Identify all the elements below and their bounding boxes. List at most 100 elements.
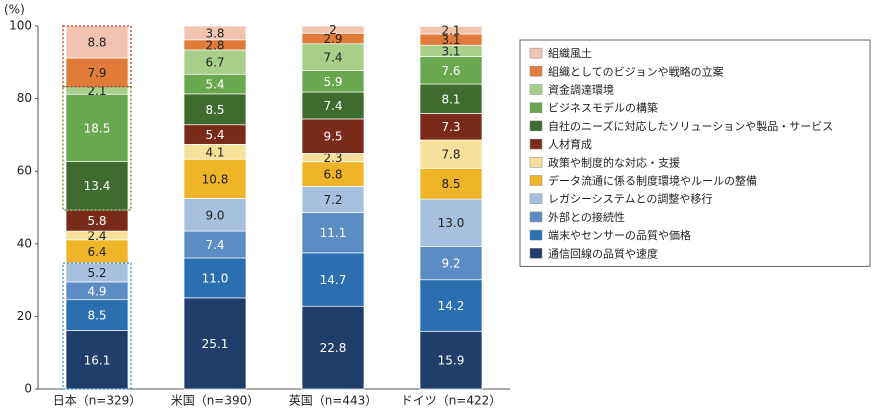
x-tick-label: 日本（n=329） [53, 394, 142, 408]
value-label: 14.2 [438, 299, 465, 313]
legend-swatch [529, 47, 543, 59]
y-axis-label: (%) [4, 3, 25, 17]
value-label: 5.4 [205, 128, 224, 142]
legend-label: 外部との接続性 [548, 210, 625, 224]
value-label: 13.4 [84, 179, 111, 193]
value-label: 4.1 [205, 145, 224, 159]
value-label: 2.1 [87, 84, 106, 98]
value-label: 7.3 [441, 120, 460, 134]
legend-label: 組織としてのビジョンや戦略の立案 [548, 64, 724, 78]
bar-segment [419, 245, 483, 281]
value-label: 9.0 [205, 208, 224, 222]
bar-segment [183, 230, 247, 259]
bar-segment [183, 25, 247, 41]
legend-swatch [529, 193, 543, 204]
value-label: 25.1 [202, 337, 229, 351]
bar-segment [419, 279, 483, 332]
y-tick-label: 0 [24, 382, 32, 396]
bar-segment [301, 91, 365, 120]
value-label: 4.9 [87, 284, 106, 298]
value-label: 7.9 [87, 66, 106, 80]
legend-swatch [529, 138, 543, 150]
legend-label: 組織風土 [548, 47, 592, 60]
bar-segment [419, 56, 483, 85]
value-label: 2 [329, 23, 337, 37]
legend-swatch [529, 157, 543, 168]
legend-swatch [529, 84, 543, 95]
bar-segment [419, 167, 483, 200]
value-label: 8.1 [441, 92, 460, 106]
value-label: 22.8 [320, 341, 347, 355]
value-label: 5.9 [323, 75, 342, 89]
value-label: 15.9 [438, 354, 465, 368]
value-label: 5.8 [87, 214, 106, 228]
value-label: 3.8 [205, 26, 224, 40]
value-label: 10.8 [202, 172, 229, 186]
value-label: 2.3 [323, 151, 342, 165]
bar-segment [301, 161, 365, 187]
value-label: 11.0 [202, 271, 229, 285]
bar-segment [183, 257, 247, 299]
value-label: 7.6 [441, 64, 460, 78]
value-label: 7.2 [323, 193, 342, 207]
x-tick-label: ドイツ（n=422） [401, 394, 502, 408]
bar-segment [183, 297, 247, 390]
legend-label: 資金調達環境 [548, 83, 614, 97]
bar-segment [419, 83, 483, 114]
highlight-box [62, 85, 132, 211]
bar-segment [183, 198, 247, 232]
bar-segment [65, 25, 129, 59]
value-label: 9.5 [323, 130, 342, 144]
value-label: 18.5 [84, 121, 111, 135]
legend-label: 通信回線の品質や速度 [548, 246, 658, 260]
highlight-box [62, 262, 132, 390]
bar-segment [419, 198, 483, 247]
legend-swatch [529, 248, 543, 259]
bar-segment [419, 26, 483, 35]
legend-label: 人材育成 [548, 137, 592, 151]
legend-swatch [529, 120, 543, 132]
bar-segment [301, 305, 365, 390]
y-tick-label: 40 [17, 236, 32, 250]
value-label: 13.0 [438, 216, 465, 230]
value-label: 2.4 [87, 229, 106, 243]
value-label: 5.2 [87, 266, 106, 280]
legend-box [519, 39, 871, 267]
legend-label: 政策や制度的な対応・支援 [548, 155, 680, 169]
value-label: 11.1 [320, 226, 347, 240]
legend-label: レガシーシステムとの調整や移行 [548, 192, 712, 206]
value-label: 8.5 [87, 309, 106, 323]
value-label: 2.9 [323, 32, 342, 46]
value-label: 16.1 [84, 353, 111, 367]
bar-segment [301, 43, 365, 71]
y-tick-label: 80 [17, 91, 32, 105]
legend-swatch [529, 211, 543, 223]
legend-swatch [529, 229, 543, 241]
value-label: 5.4 [205, 78, 224, 92]
bar-segment [419, 139, 483, 169]
value-label: 3.1 [441, 33, 460, 47]
highlight-box [62, 25, 132, 88]
y-tick-label: 20 [17, 309, 32, 323]
bar-segment [419, 113, 483, 141]
value-label: 2.1 [441, 24, 460, 38]
value-label: 2.8 [205, 38, 224, 52]
value-label: 8.5 [205, 103, 224, 117]
value-label: 7.8 [441, 148, 460, 162]
value-label: 14.7 [320, 273, 347, 287]
legend-swatch [529, 175, 543, 186]
value-label: 9.2 [441, 257, 460, 271]
bar-segment [183, 49, 247, 75]
bar-segment [183, 158, 247, 199]
value-label: 6.8 [323, 168, 342, 182]
bar-segment [301, 212, 365, 254]
bar-segment [301, 252, 365, 307]
bar-segment [65, 330, 129, 390]
bar-segment [65, 299, 129, 331]
value-label: 8.5 [441, 177, 460, 191]
legend-swatch [529, 102, 543, 113]
y-tick-label: 100 [9, 19, 32, 33]
value-label: 6.7 [205, 56, 224, 70]
legend-label: 端末やセンサーの品質や価格 [548, 228, 691, 242]
